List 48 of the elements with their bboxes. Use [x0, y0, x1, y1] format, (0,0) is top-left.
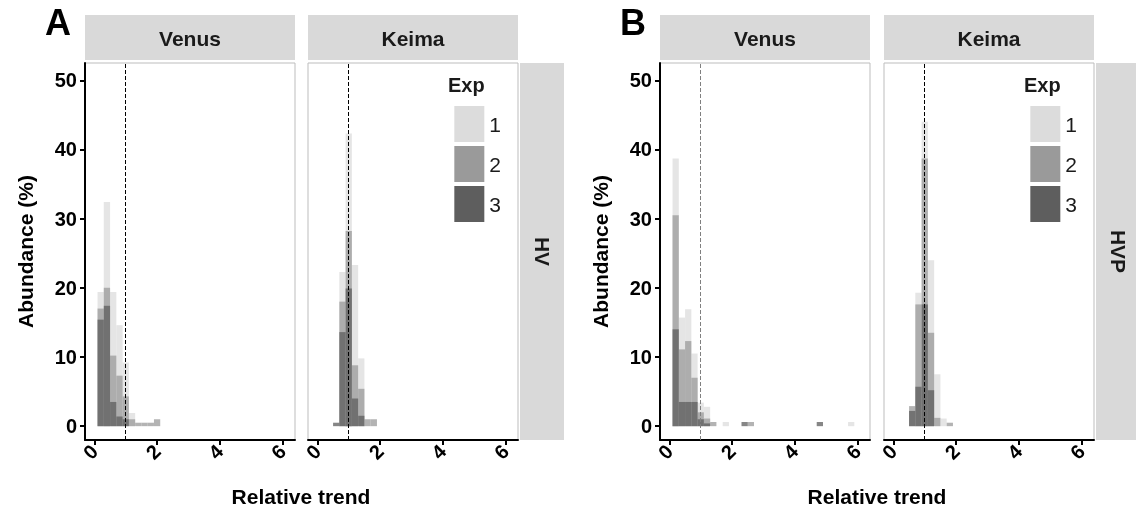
- x-tick-label: 4: [204, 440, 228, 464]
- x-tick-label: 2: [716, 440, 740, 464]
- legend-title: Exp: [448, 74, 485, 96]
- chart-title: Keima: [381, 26, 445, 50]
- text: HV: [530, 236, 554, 267]
- x-tick-label: 0: [301, 440, 326, 464]
- legend-label: 3: [489, 192, 502, 216]
- x-tick-label: 2: [141, 440, 165, 464]
- x-axis-title: Relative trend: [231, 484, 371, 508]
- x-tick-label: 2: [940, 440, 964, 464]
- y-tick-label: 40: [54, 138, 77, 161]
- chart-title: Keima: [957, 26, 1021, 50]
- y-tick-label: 10: [54, 345, 77, 368]
- x-tick-label: 0: [877, 440, 902, 464]
- y-tick-label: 0: [65, 415, 77, 438]
- x-tick-label: 6: [841, 440, 866, 464]
- x-tick-label: 0: [78, 440, 103, 464]
- legend-label: 3: [1065, 192, 1078, 216]
- x-tick-label: 2: [364, 440, 388, 464]
- y-tick-label: 30: [54, 207, 77, 230]
- y-tick-label: 10: [629, 345, 652, 368]
- legend-label: 1: [489, 112, 502, 136]
- chart-title: Venus: [159, 26, 221, 50]
- y-tick-label: 50: [629, 69, 652, 92]
- x-tick-label: 4: [427, 440, 451, 464]
- x-tick-label: 6: [1065, 440, 1090, 464]
- y-tick-label: 40: [629, 138, 652, 161]
- text: B: [620, 1, 646, 43]
- x-tick-label: 6: [266, 440, 291, 464]
- x-tick-label: 4: [1003, 440, 1027, 464]
- y-tick-label: 50: [54, 69, 77, 92]
- legend-label: 1: [1065, 112, 1078, 136]
- y-tick-label: 0: [640, 415, 652, 438]
- legend-title: Exp: [1024, 74, 1061, 96]
- y-tick-label: 20: [54, 276, 77, 299]
- text: A: [45, 1, 71, 43]
- y-tick-label: 30: [629, 207, 652, 230]
- chart-title: Venus: [734, 26, 796, 50]
- legend-label: 2: [489, 152, 502, 176]
- y-axis-title: Abundance (%): [13, 175, 37, 328]
- x-tick-label: 4: [779, 440, 803, 464]
- legend-label: 2: [1065, 152, 1078, 176]
- x-axis-title: Relative trend: [807, 484, 947, 508]
- x-tick-label: 0: [653, 440, 678, 464]
- y-axis-title: Abundance (%): [588, 175, 612, 328]
- text: HVP: [1106, 229, 1130, 274]
- x-tick-label: 6: [489, 440, 514, 464]
- y-tick-label: 20: [629, 276, 652, 299]
